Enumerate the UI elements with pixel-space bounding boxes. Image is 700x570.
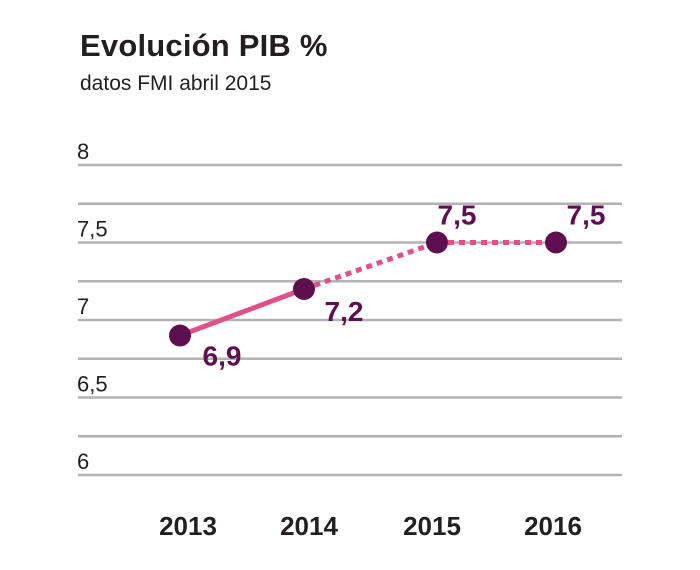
data-label: 6,9 [203,341,242,372]
data-label: 7,2 [325,296,364,327]
data-point [169,324,191,347]
y-tick-label: 7,5 [77,217,108,242]
y-tick-label: 6,5 [77,372,108,397]
data-label: 7,5 [567,200,606,231]
series-line-segment [179,286,305,338]
chart-subtitle: datos FMI abril 2015 [80,72,272,95]
y-tick-label: 6 [77,449,89,474]
x-tick-label: 2015 [403,511,461,541]
chart-title: Evolución PIB % [80,28,328,63]
data-label: 7,5 [438,200,477,231]
series-line-segment [303,240,438,292]
y-tick-label: 8 [77,139,89,164]
y-tick-label: 7 [77,294,89,319]
data-point [545,231,567,254]
x-tick-label: 2014 [280,511,338,541]
x-tick-label: 2016 [524,511,582,541]
data-point [426,231,448,254]
data-point [293,278,315,300]
x-tick-label: 2013 [159,511,217,541]
